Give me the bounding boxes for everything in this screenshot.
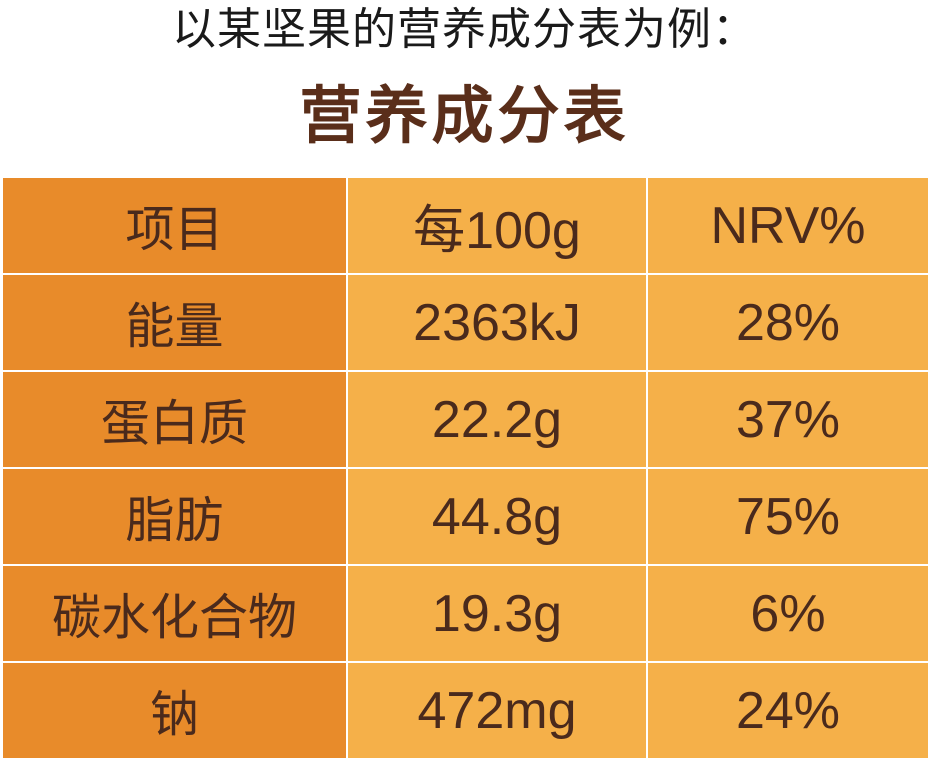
header-nrv: NRV% xyxy=(646,176,929,275)
row-nrv: 75% xyxy=(646,467,929,566)
nutrition-table: 项目 每100g NRV% 能量 2363kJ 28% 蛋白质 22.2g 37… xyxy=(1,176,929,760)
header-item: 项目 xyxy=(1,176,348,275)
row-amount: 2363kJ xyxy=(346,273,648,372)
table-row: 能量 2363kJ 28% xyxy=(1,273,929,372)
table-row: 脂肪 44.8g 75% xyxy=(1,467,929,566)
table-header-row: 项目 每100g NRV% xyxy=(1,176,929,275)
row-name: 碳水化合物 xyxy=(1,564,348,663)
header-per-100g: 每100g xyxy=(346,176,648,275)
row-nrv: 37% xyxy=(646,370,929,469)
table-row: 蛋白质 22.2g 37% xyxy=(1,370,929,469)
row-nrv: 24% xyxy=(646,661,929,760)
row-name: 钠 xyxy=(1,661,348,760)
table-row: 钠 472mg 24% xyxy=(1,661,929,760)
row-amount: 44.8g xyxy=(346,467,648,566)
row-name: 脂肪 xyxy=(1,467,348,566)
intro-text: 以某坚果的营养成分表为例： xyxy=(172,4,757,55)
row-nrv: 28% xyxy=(646,273,929,372)
row-amount: 472mg xyxy=(346,661,648,760)
row-name: 蛋白质 xyxy=(1,370,348,469)
row-nrv: 6% xyxy=(646,564,929,663)
row-name: 能量 xyxy=(1,273,348,372)
table-title: 营养成分表 xyxy=(299,79,630,152)
row-amount: 22.2g xyxy=(346,370,648,469)
table-row: 碳水化合物 19.3g 6% xyxy=(1,564,929,663)
row-amount: 19.3g xyxy=(346,564,648,663)
